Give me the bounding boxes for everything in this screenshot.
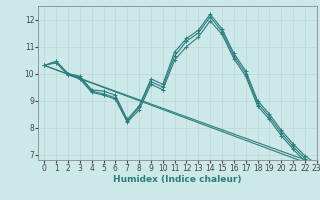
X-axis label: Humidex (Indice chaleur): Humidex (Indice chaleur) <box>113 175 242 184</box>
